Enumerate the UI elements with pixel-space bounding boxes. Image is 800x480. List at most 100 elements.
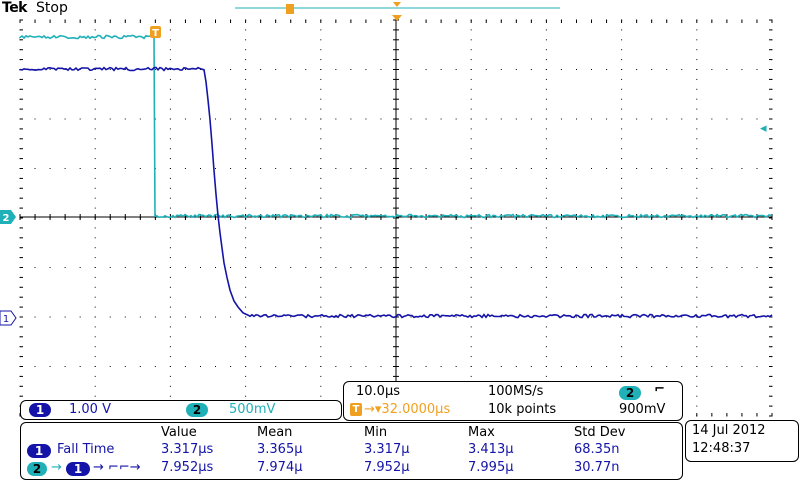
graticule-dot <box>320 297 321 298</box>
graticule-dot <box>290 317 291 318</box>
graticule-dot <box>696 109 697 110</box>
graticule-dot <box>185 366 186 367</box>
graticule-dot <box>170 109 171 110</box>
graticule-dot <box>396 277 397 278</box>
graticule-dot <box>65 218 66 219</box>
graticule-dot <box>696 307 697 308</box>
graticule-dot <box>681 267 682 268</box>
graticule-dot <box>621 188 622 189</box>
graticule-dot <box>546 188 547 189</box>
graticule-dot <box>320 148 321 149</box>
graticule-dot <box>621 79 622 80</box>
graticule-dot <box>185 168 186 169</box>
measure-row2-name[interactable]: → ⌐⌐→ <box>93 460 141 475</box>
graticule-dot <box>696 287 697 288</box>
graticule-dot <box>696 208 697 209</box>
graticule-dot <box>711 119 712 120</box>
graticule-dot <box>456 119 457 120</box>
graticule-dot <box>290 267 291 268</box>
graticule-dot <box>170 29 171 30</box>
graticule-dot <box>396 287 397 288</box>
graticule-dot <box>546 376 547 377</box>
graticule-dot <box>591 119 592 120</box>
graticule-dot <box>591 168 592 169</box>
trigger-level[interactable]: 900mV <box>619 402 665 417</box>
ch1-badge[interactable]: 1 <box>29 403 51 417</box>
graticule-dot <box>471 79 472 80</box>
graticule-dot <box>651 366 652 367</box>
graticule-dot <box>501 168 502 169</box>
graticule-dot <box>621 128 622 129</box>
graticule-dot <box>170 267 171 268</box>
graticule-dot <box>411 267 412 268</box>
graticule-dot <box>696 49 697 50</box>
ch1-scale[interactable]: 1.00 V <box>69 402 111 417</box>
graticule-dot <box>396 59 397 60</box>
graticule-dot <box>576 69 577 70</box>
graticule-dot <box>125 168 126 169</box>
graticule-dot <box>245 49 246 50</box>
graticule-dot <box>65 168 66 169</box>
graticule-dot <box>681 69 682 70</box>
graticule-dot <box>546 119 547 120</box>
measure-row1-source-badge[interactable]: 1 <box>27 444 51 458</box>
graticule-dot <box>245 59 246 60</box>
graticule-dot <box>516 366 517 367</box>
graticule-dot <box>80 168 81 169</box>
graticule-dot <box>486 119 487 120</box>
graticule-dot <box>591 317 592 318</box>
timebase[interactable]: 10.0µs <box>356 384 400 399</box>
graticule-dot <box>621 39 622 40</box>
graticule-dot <box>396 39 397 40</box>
graticule-dot <box>140 119 141 120</box>
ch2-badge[interactable]: 2 <box>186 403 208 417</box>
graticule-dot <box>365 168 366 169</box>
graticule-dot <box>260 69 261 70</box>
graticule-dot <box>155 317 156 318</box>
graticule-dot <box>501 69 502 70</box>
graticule-dot <box>696 178 697 179</box>
graticule-dot <box>215 119 216 120</box>
graticule-dot <box>456 366 457 367</box>
graticule-dot <box>110 317 111 318</box>
graticule-dot <box>621 59 622 60</box>
measure-row2-source-from-badge[interactable]: 2 <box>27 462 47 476</box>
horizontal-position-marker[interactable] <box>286 4 294 14</box>
measure-row2-source-to-badge[interactable]: 1 <box>66 462 90 476</box>
graticule-dot <box>576 218 577 219</box>
graticule-dot <box>380 267 381 268</box>
graticule-dot <box>320 79 321 80</box>
trigger-position[interactable]: →▾32.0000µs <box>364 402 450 417</box>
graticule-dot <box>636 317 637 318</box>
graticule-dot <box>185 267 186 268</box>
ch2-scale[interactable]: 500mV <box>229 402 275 417</box>
graticule-dot <box>380 119 381 120</box>
graticule-dot <box>396 267 397 268</box>
graticule-dot <box>516 218 517 219</box>
graticule-dot <box>200 218 201 219</box>
measure-row1-name[interactable]: Fall Time <box>57 442 114 457</box>
graticule-dot <box>320 386 321 387</box>
graticule-dot <box>516 69 517 70</box>
graticule-dot <box>546 326 547 327</box>
graticule-dot <box>245 69 246 70</box>
trigger-source-badge[interactable]: 2 <box>619 386 641 400</box>
graticule-dot <box>741 69 742 70</box>
graticule-dot <box>546 366 547 367</box>
graticule-dot <box>245 79 246 80</box>
graticule-dot <box>411 218 412 219</box>
graticule-dot <box>681 317 682 318</box>
channel-scale-panel: 1 1.00 V 2 500mV <box>20 400 342 420</box>
graticule-dot <box>501 267 502 268</box>
graticule-dot <box>320 138 321 139</box>
graticule-dot <box>711 218 712 219</box>
graticule-dot <box>651 168 652 169</box>
graticule-dot <box>95 336 96 337</box>
graticule-dot <box>396 356 397 357</box>
graticule-dot <box>651 69 652 70</box>
graticule-dot <box>200 366 201 367</box>
graticule-dot <box>350 119 351 120</box>
graticule-dot <box>65 317 66 318</box>
graticule-dot <box>245 208 246 209</box>
graticule-dot <box>606 267 607 268</box>
